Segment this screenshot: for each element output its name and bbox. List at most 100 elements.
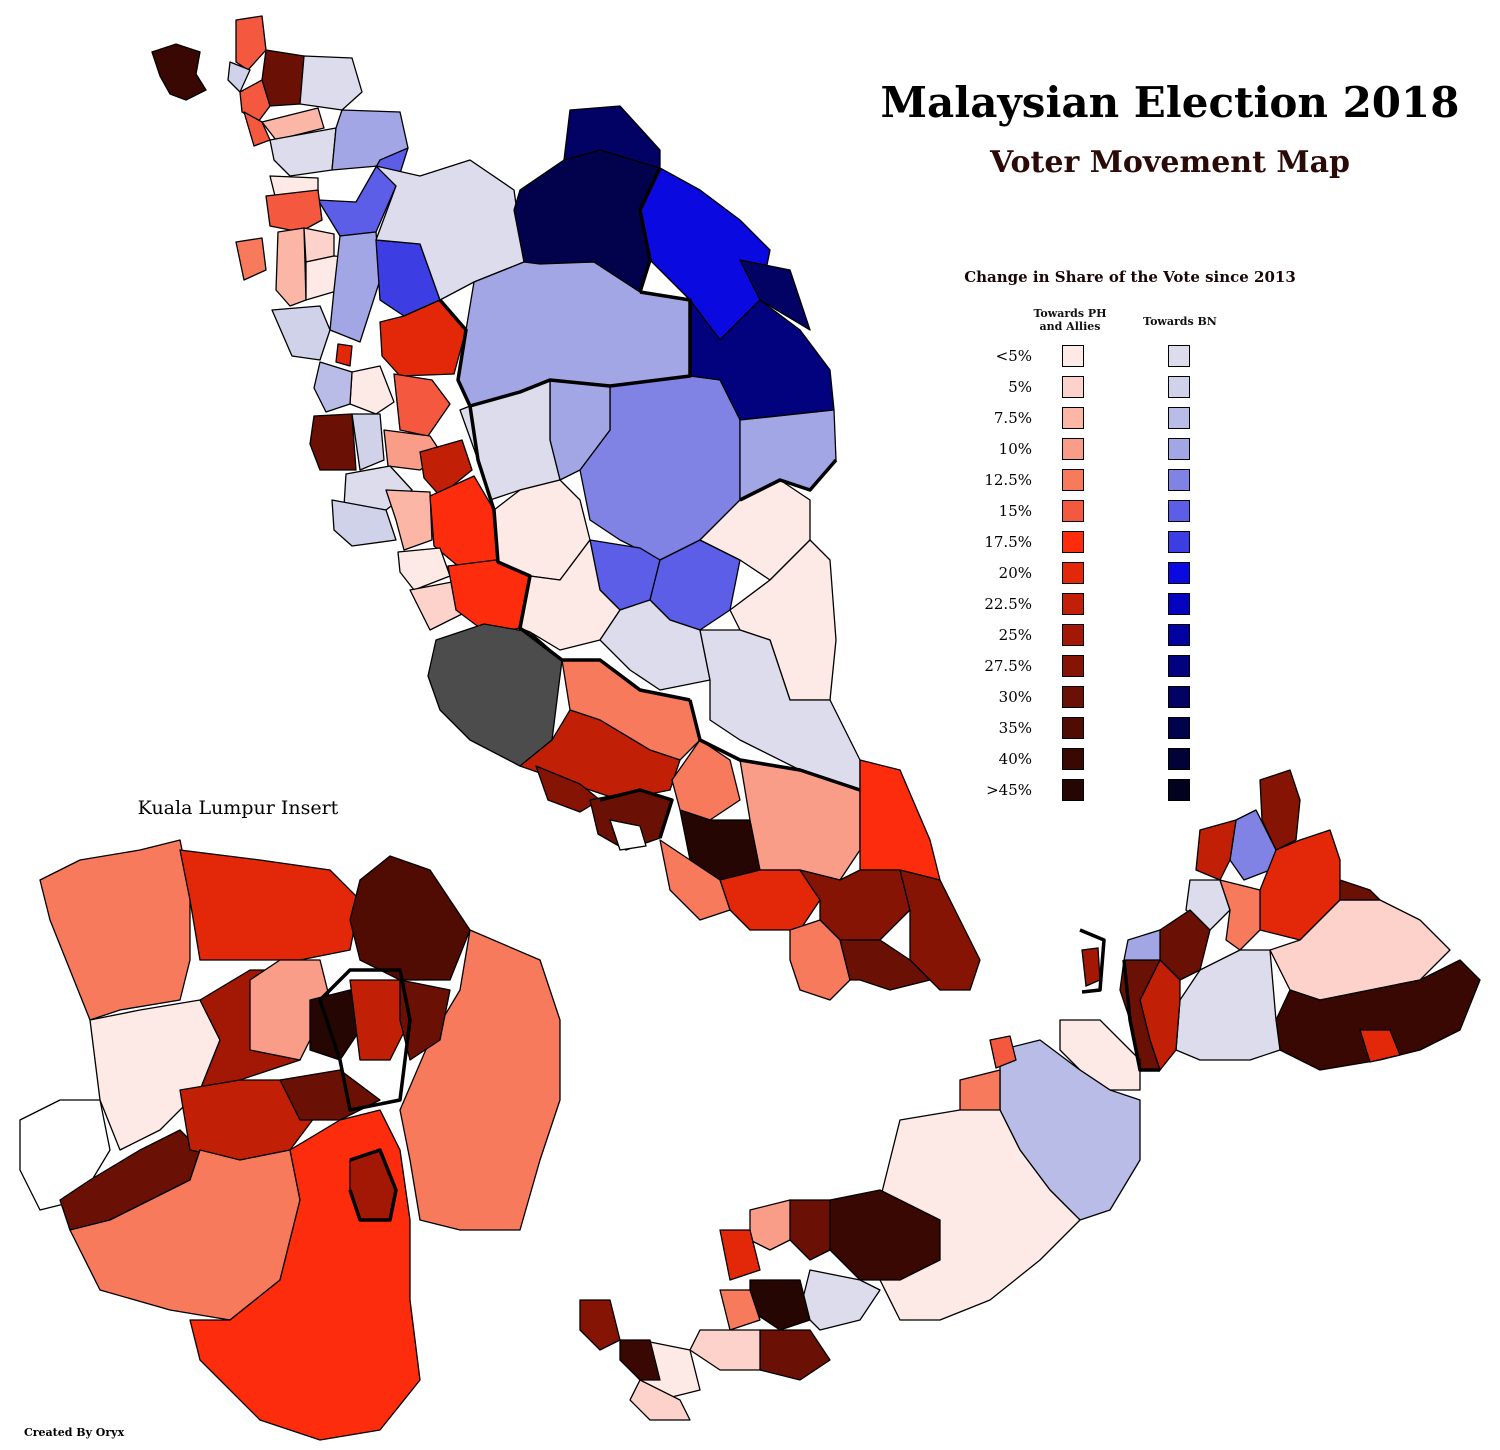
constituency: [419, 439, 473, 497]
constituency: [719, 1289, 761, 1331]
constituency: [379, 299, 467, 377]
constituency: [235, 15, 267, 71]
legend-row-label: 10%: [998, 440, 1032, 458]
legend-row-label: >45%: [986, 781, 1032, 799]
legend-swatch-bn: [1168, 593, 1190, 615]
legend-swatch-ph: [1062, 407, 1084, 429]
legend-swatch-bn: [1168, 345, 1190, 367]
legend-row-label: 30%: [998, 688, 1032, 706]
constituency: [39, 839, 191, 1021]
legend-row: <5%: [980, 343, 1240, 374]
constituency: [239, 79, 271, 123]
legend-swatch-ph: [1062, 345, 1084, 367]
constituency: [1123, 929, 1161, 961]
legend-swatch-bn: [1168, 469, 1190, 491]
kuala-lumpur-insert-map: [19, 839, 561, 1441]
constituency: [989, 1035, 1017, 1069]
peninsular-malaysia-map: [227, 15, 981, 1001]
legend-row: 10%: [980, 436, 1240, 467]
legend-heading: Change in Share of the Vote since 2013: [964, 268, 1296, 286]
legend-row: 7.5%: [980, 405, 1240, 436]
constituency: [739, 259, 811, 331]
constituency: [261, 49, 305, 107]
legend-row-label: 7.5%: [993, 409, 1032, 427]
legend-row-label: 5%: [1008, 378, 1032, 396]
constituency: [759, 1329, 831, 1381]
legend-row: 20%: [980, 560, 1240, 591]
legend-swatch-ph: [1062, 531, 1084, 553]
constituency: [1259, 769, 1301, 851]
legend-row-label: 22.5%: [984, 595, 1032, 613]
langkawi-island: [151, 43, 207, 101]
constituency: [313, 361, 353, 413]
legend-swatch-ph: [1062, 562, 1084, 584]
legend-row-label: 15%: [998, 502, 1032, 520]
constituency: [309, 413, 357, 471]
legend-swatch-bn: [1168, 531, 1190, 553]
constituency: [629, 1379, 691, 1421]
constituency: [299, 55, 363, 111]
constituency: [749, 1199, 791, 1251]
legend-row: 25%: [980, 622, 1240, 653]
constituency: [899, 869, 981, 991]
legend-swatch-bn: [1168, 655, 1190, 677]
constituency: [1359, 1029, 1401, 1063]
legend-swatch-ph: [1062, 438, 1084, 460]
constituency: [397, 547, 451, 591]
legend-swatch-bn: [1168, 779, 1190, 801]
constituency: [719, 1229, 761, 1281]
constituency: [335, 343, 353, 367]
legend-row-label: <5%: [995, 347, 1032, 365]
legend-row: 12.5%: [980, 467, 1240, 498]
sarawak-map: [579, 1019, 1141, 1421]
constituency: [265, 189, 323, 233]
legend-swatch-ph: [1062, 748, 1084, 770]
legend-ph-heading: Towards PH and Allies: [1020, 307, 1120, 333]
constituency: [261, 107, 325, 141]
legend-swatch-bn: [1168, 407, 1190, 429]
constituency: [349, 855, 471, 981]
legend-swatch-ph: [1062, 624, 1084, 646]
constituency: [385, 489, 433, 551]
legend-swatch-ph: [1062, 469, 1084, 491]
constituency: [459, 379, 561, 501]
constituency: [859, 759, 941, 881]
constituency: [1195, 819, 1237, 881]
constituency: [351, 413, 385, 471]
legend-swatch-ph: [1062, 500, 1084, 522]
map-subtitle: Voter Movement Map: [989, 145, 1351, 180]
legend-swatch-bn: [1168, 438, 1190, 460]
constituency: [275, 227, 307, 307]
legend-row-label: 35%: [998, 719, 1032, 737]
constituency: [535, 765, 601, 813]
legend-row: 5%: [980, 374, 1240, 405]
constituency: [271, 305, 331, 361]
constituency: [1059, 1019, 1141, 1091]
legend-row-label: 25%: [998, 626, 1032, 644]
legend-row: >45%: [980, 777, 1240, 808]
constituency: [235, 237, 267, 281]
constituency: [179, 849, 361, 961]
legend-swatch-ph: [1062, 376, 1084, 398]
constituency: [749, 1279, 811, 1331]
legend-swatch-ph: [1062, 655, 1084, 677]
legend-swatch-bn: [1168, 717, 1190, 739]
constituency: [799, 869, 911, 941]
legend-row: 35%: [980, 715, 1240, 746]
constituency: [349, 979, 411, 1061]
kl-insert-label: Kuala Lumpur Insert: [137, 797, 339, 819]
credit-text: Created By Oryx: [24, 1426, 125, 1439]
constituency: [609, 819, 647, 851]
legend: <5% 5% 7.5% 10% 12.5% 15% 17.5% 20% 22.5% 25% 27.5…: [980, 343, 1240, 808]
legend-row-label: 12.5%: [984, 471, 1032, 489]
legend-row: 40%: [980, 746, 1240, 777]
constituency: [789, 1199, 831, 1261]
legend-swatch-bn: [1168, 748, 1190, 770]
legend-bn-heading: Towards BN: [1143, 315, 1217, 328]
constituency: [349, 365, 395, 415]
constituency: [659, 839, 731, 921]
legend-swatch-ph: [1062, 593, 1084, 615]
constituency: [179, 1079, 321, 1161]
legend-ph-heading-line1: Towards PH: [1033, 307, 1107, 320]
